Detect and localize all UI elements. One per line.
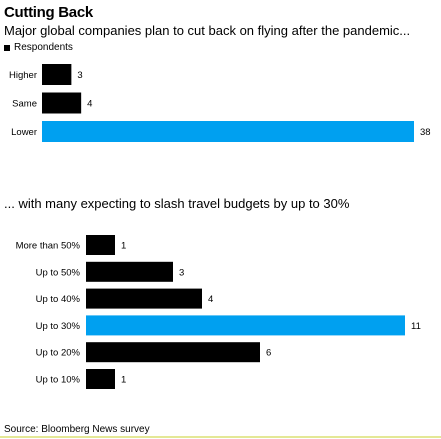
bar-up-to-30pct bbox=[86, 315, 405, 336]
category-label-up-to-10pct: Up to 10% bbox=[36, 375, 81, 386]
bar-up-to-20pct bbox=[86, 342, 260, 363]
category-label-lower: Lower bbox=[11, 127, 37, 138]
category-label-up-to-40pct: Up to 40% bbox=[36, 294, 81, 305]
bar-higher bbox=[42, 64, 72, 85]
chart-subtitle: Major global companies plan to cut back … bbox=[4, 23, 411, 38]
flying-plans-chart: Higher 3 Same 4 Lower 38 bbox=[9, 64, 431, 142]
legend-label: Respondents bbox=[14, 42, 73, 53]
budget-cut-chart: More than 50% 1 Up to 50% 3 Up to 40% 4 Up to … bbox=[16, 235, 421, 389]
value-label-up-to-30pct: 11 bbox=[411, 321, 421, 332]
value-label-up-to-10pct: 1 bbox=[121, 375, 126, 386]
category-label-up-to-30pct: Up to 30% bbox=[36, 321, 81, 332]
legend: Respondents bbox=[4, 42, 73, 53]
budget-subtitle: ... with many expecting to slash travel … bbox=[4, 196, 350, 211]
source-note: Source: Bloomberg News survey bbox=[4, 424, 150, 435]
value-label-lower: 38 bbox=[420, 127, 431, 138]
value-label-higher: 3 bbox=[77, 70, 82, 81]
value-label-same: 4 bbox=[87, 99, 92, 110]
legend-swatch bbox=[4, 44, 10, 51]
category-label-more-than-50pct: More than 50% bbox=[16, 241, 81, 252]
footer-divider bbox=[0, 436, 441, 438]
value-label-up-to-40pct: 4 bbox=[208, 294, 213, 305]
value-label-up-to-20pct: 6 bbox=[266, 348, 271, 359]
bar-more-than-50pct bbox=[86, 235, 115, 255]
chart-title: Cutting Back bbox=[4, 4, 93, 21]
bar-lower bbox=[42, 121, 414, 142]
category-label-up-to-20pct: Up to 20% bbox=[36, 348, 81, 359]
category-label-same: Same bbox=[12, 99, 37, 110]
value-label-up-to-50pct: 3 bbox=[179, 267, 184, 278]
bar-up-to-10pct bbox=[86, 369, 115, 389]
value-label-more-than-50pct: 1 bbox=[121, 241, 126, 252]
bar-up-to-50pct bbox=[86, 261, 173, 282]
bar-up-to-40pct bbox=[86, 288, 202, 309]
category-label-up-to-50pct: Up to 50% bbox=[36, 267, 81, 278]
category-label-higher: Higher bbox=[9, 70, 37, 81]
bar-same bbox=[42, 92, 82, 114]
